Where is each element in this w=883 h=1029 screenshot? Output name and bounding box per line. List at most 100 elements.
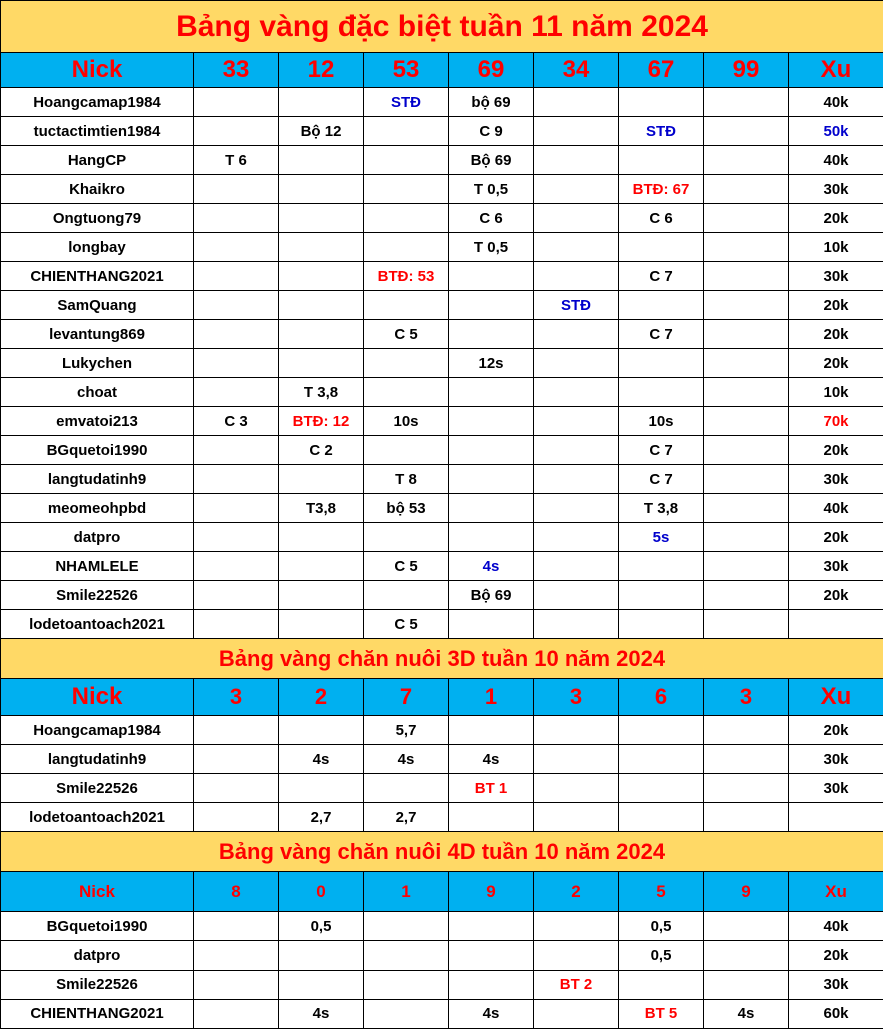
entry-cell — [534, 407, 619, 436]
entry-cell — [534, 912, 619, 941]
entry-cell: Bộ 69 — [449, 581, 534, 610]
entry-cell — [194, 233, 279, 262]
entry-cell — [449, 291, 534, 320]
entry-cell — [704, 803, 789, 832]
entry-cell — [194, 912, 279, 941]
entry-cell — [704, 581, 789, 610]
entry-cell — [364, 941, 449, 970]
entry-cell: 2,7 — [364, 803, 449, 832]
header-nick: Nick — [1, 872, 194, 912]
nick-cell: langtudatinh9 — [1, 745, 194, 774]
entry-cell: T 0,5 — [449, 233, 534, 262]
entry-cell — [449, 436, 534, 465]
entry-cell — [364, 581, 449, 610]
header-xu: Xu — [789, 679, 883, 716]
entry-cell: C 5 — [364, 320, 449, 349]
entry-cell — [704, 970, 789, 999]
entry-cell — [279, 716, 364, 745]
entry-cell — [279, 581, 364, 610]
entry-cell — [619, 378, 704, 407]
header-number: 34 — [534, 53, 619, 88]
entry-cell — [364, 378, 449, 407]
entry-cell: C 7 — [619, 436, 704, 465]
entry-cell — [534, 941, 619, 970]
entry-cell — [279, 610, 364, 639]
xu-cell: 20k — [789, 436, 883, 465]
entry-cell — [449, 610, 534, 639]
entry-cell: C 7 — [619, 320, 704, 349]
entry-cell — [619, 716, 704, 745]
entry-cell — [619, 552, 704, 581]
table-row: longbay T 0,5 10k — [1, 233, 883, 262]
nick-cell: lodetoantoach2021 — [1, 803, 194, 832]
xu-cell: 30k — [789, 745, 883, 774]
nick-cell: meomeohpbd — [1, 494, 194, 523]
entry-cell — [534, 117, 619, 146]
header-number: 12 — [279, 53, 364, 88]
xu-cell: 10k — [789, 378, 883, 407]
nick-cell: Smile22526 — [1, 774, 194, 803]
entry-cell — [194, 204, 279, 233]
xu-cell: 30k — [789, 774, 883, 803]
xu-cell: 10k — [789, 233, 883, 262]
entry-cell — [279, 465, 364, 494]
entry-cell — [364, 970, 449, 999]
entry-cell: 4s — [449, 999, 534, 1028]
header-number: 1 — [449, 679, 534, 716]
header-xu: Xu — [789, 53, 883, 88]
entry-cell — [194, 349, 279, 378]
entry-cell — [619, 291, 704, 320]
entry-cell — [704, 716, 789, 745]
nick-cell: datpro — [1, 941, 194, 970]
xu-cell: 70k — [789, 407, 883, 436]
entry-cell — [704, 552, 789, 581]
entry-cell — [704, 378, 789, 407]
xu-cell: 40k — [789, 146, 883, 175]
entry-cell: BT 2 — [534, 970, 619, 999]
entry-cell — [619, 88, 704, 117]
entry-cell — [194, 291, 279, 320]
entry-cell: bộ 53 — [364, 494, 449, 523]
entry-cell — [364, 291, 449, 320]
nick-cell: NHAMLELE — [1, 552, 194, 581]
entry-cell: 5,7 — [364, 716, 449, 745]
entry-cell: C 9 — [449, 117, 534, 146]
entry-cell — [449, 262, 534, 291]
section-title-row: Bảng vàng chăn nuôi 4D tuần 10 năm 2024 — [1, 832, 883, 872]
entry-cell: 4s — [704, 999, 789, 1028]
nick-cell: emvatoi213 — [1, 407, 194, 436]
entry-cell: C 7 — [619, 465, 704, 494]
entry-cell — [194, 175, 279, 204]
entry-cell — [704, 233, 789, 262]
entry-cell: T 3,8 — [279, 378, 364, 407]
entry-cell — [279, 88, 364, 117]
entry-cell: C 7 — [619, 262, 704, 291]
entry-cell — [364, 146, 449, 175]
entry-cell — [279, 774, 364, 803]
entry-cell: C 2 — [279, 436, 364, 465]
entry-cell — [279, 204, 364, 233]
xu-cell: 40k — [789, 494, 883, 523]
entry-cell — [619, 233, 704, 262]
entry-cell — [449, 803, 534, 832]
entry-cell — [534, 610, 619, 639]
entry-cell: 2,7 — [279, 803, 364, 832]
entry-cell — [364, 912, 449, 941]
entry-cell: C 3 — [194, 407, 279, 436]
entry-cell — [619, 581, 704, 610]
entry-cell — [279, 320, 364, 349]
entry-cell — [534, 233, 619, 262]
xu-cell: 50k — [789, 117, 883, 146]
nick-cell: Smile22526 — [1, 581, 194, 610]
entry-cell — [279, 941, 364, 970]
nick-cell: longbay — [1, 233, 194, 262]
